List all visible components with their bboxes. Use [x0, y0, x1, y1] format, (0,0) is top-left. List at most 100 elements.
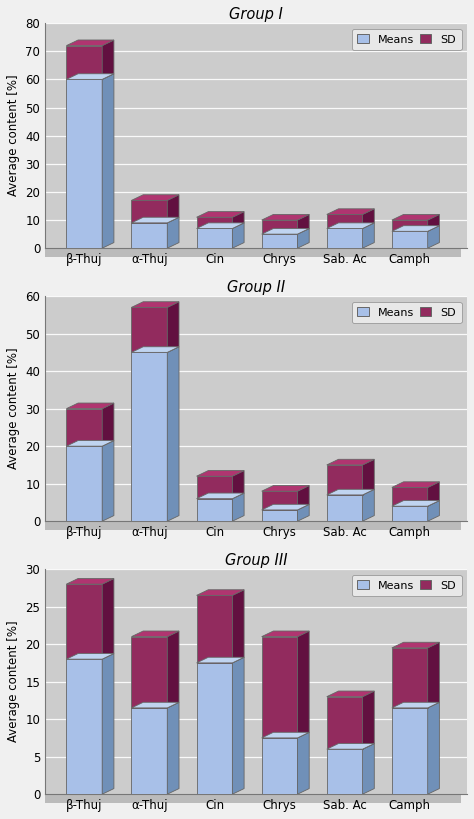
Polygon shape	[197, 499, 232, 521]
Polygon shape	[327, 691, 374, 697]
Polygon shape	[45, 521, 461, 530]
Polygon shape	[197, 658, 244, 663]
Polygon shape	[327, 465, 363, 495]
Polygon shape	[167, 217, 179, 248]
Legend: Means, SD: Means, SD	[352, 301, 462, 324]
Polygon shape	[392, 231, 428, 248]
Polygon shape	[327, 459, 374, 465]
Polygon shape	[392, 708, 428, 794]
Polygon shape	[197, 476, 232, 499]
Polygon shape	[66, 578, 114, 584]
Polygon shape	[102, 578, 114, 659]
Polygon shape	[298, 229, 309, 248]
Polygon shape	[66, 403, 114, 409]
Polygon shape	[363, 209, 374, 229]
Polygon shape	[392, 226, 439, 231]
Polygon shape	[298, 505, 309, 521]
Title: Group I: Group I	[229, 7, 283, 22]
Polygon shape	[428, 482, 439, 506]
Polygon shape	[262, 738, 298, 794]
Polygon shape	[131, 702, 179, 708]
Polygon shape	[167, 301, 179, 352]
Polygon shape	[102, 40, 114, 79]
Polygon shape	[392, 215, 439, 220]
Polygon shape	[131, 195, 179, 201]
Polygon shape	[66, 584, 102, 659]
Polygon shape	[327, 697, 363, 749]
Polygon shape	[197, 211, 244, 217]
Polygon shape	[363, 691, 374, 749]
Polygon shape	[45, 248, 461, 257]
Polygon shape	[66, 659, 102, 794]
Polygon shape	[197, 595, 232, 663]
Polygon shape	[262, 486, 309, 491]
Polygon shape	[197, 663, 232, 794]
Polygon shape	[131, 201, 167, 223]
Polygon shape	[131, 352, 167, 521]
Polygon shape	[131, 708, 167, 794]
Polygon shape	[428, 226, 439, 248]
Polygon shape	[66, 40, 114, 46]
Polygon shape	[392, 648, 428, 708]
Polygon shape	[102, 654, 114, 794]
Polygon shape	[66, 446, 102, 521]
Polygon shape	[197, 471, 244, 476]
Polygon shape	[428, 215, 439, 231]
Polygon shape	[131, 301, 179, 307]
Polygon shape	[327, 489, 374, 495]
Polygon shape	[232, 223, 244, 248]
Polygon shape	[262, 220, 298, 234]
Polygon shape	[66, 654, 114, 659]
Polygon shape	[131, 307, 167, 352]
Polygon shape	[327, 229, 363, 248]
Polygon shape	[298, 732, 309, 794]
Y-axis label: Average content [%]: Average content [%]	[7, 621, 20, 743]
Polygon shape	[327, 215, 363, 229]
Polygon shape	[102, 74, 114, 248]
Legend: Means, SD: Means, SD	[352, 575, 462, 596]
Polygon shape	[298, 631, 309, 738]
Polygon shape	[392, 702, 439, 708]
Polygon shape	[327, 495, 363, 521]
Polygon shape	[262, 732, 309, 738]
Polygon shape	[131, 631, 179, 636]
Polygon shape	[327, 209, 374, 215]
Polygon shape	[392, 506, 428, 521]
Polygon shape	[262, 491, 298, 510]
Polygon shape	[298, 486, 309, 510]
Polygon shape	[262, 505, 309, 510]
Polygon shape	[131, 223, 167, 248]
Polygon shape	[327, 749, 363, 794]
Polygon shape	[102, 403, 114, 446]
Polygon shape	[197, 217, 232, 229]
Polygon shape	[262, 510, 298, 521]
Polygon shape	[363, 489, 374, 521]
Polygon shape	[262, 229, 309, 234]
Polygon shape	[167, 346, 179, 521]
Polygon shape	[232, 590, 244, 663]
Legend: Means, SD: Means, SD	[352, 29, 462, 50]
Polygon shape	[363, 459, 374, 495]
Polygon shape	[66, 74, 114, 79]
Polygon shape	[131, 636, 167, 708]
Polygon shape	[197, 493, 244, 499]
Polygon shape	[66, 46, 102, 79]
Polygon shape	[262, 631, 309, 636]
Polygon shape	[232, 211, 244, 229]
Polygon shape	[428, 642, 439, 708]
Title: Group II: Group II	[227, 280, 285, 295]
Title: Group III: Group III	[225, 553, 287, 568]
Polygon shape	[167, 195, 179, 223]
Polygon shape	[167, 631, 179, 708]
Polygon shape	[392, 482, 439, 487]
Polygon shape	[363, 744, 374, 794]
Polygon shape	[45, 794, 461, 803]
Polygon shape	[392, 500, 439, 506]
Polygon shape	[66, 409, 102, 446]
Y-axis label: Average content [%]: Average content [%]	[7, 348, 20, 469]
Polygon shape	[327, 223, 374, 229]
Polygon shape	[232, 471, 244, 499]
Polygon shape	[392, 487, 428, 506]
Polygon shape	[66, 441, 114, 446]
Polygon shape	[392, 642, 439, 648]
